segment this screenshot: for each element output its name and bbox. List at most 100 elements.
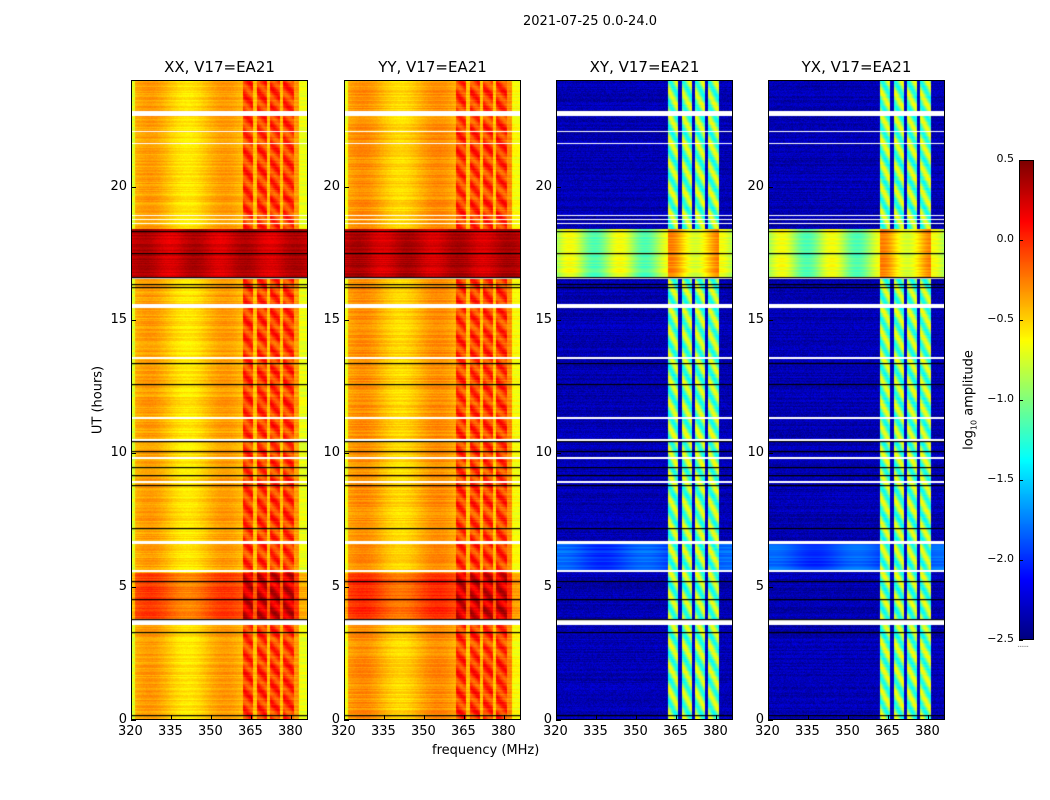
y-tick-label: 20 (323, 178, 340, 194)
x-tick-label: 365 (450, 724, 476, 739)
x-tick-label: 335 (794, 724, 820, 739)
heatmap-xx (131, 80, 308, 720)
y-tick (556, 320, 561, 321)
y-tick (344, 186, 349, 188)
y-tick (556, 186, 561, 188)
x-tick (635, 715, 637, 720)
x-tick (887, 715, 889, 720)
panel-xx: XX, V17=EA21 320 335 350 365 380 0 5 10 15 20 (110, 58, 308, 739)
colorbar-label-sub: 10 (969, 419, 979, 431)
panel-yx: YX, V17=EA21 320 335 350 365 380 0 5 10 15 20 (747, 58, 945, 739)
figure-title: 2021-07-25 0.0-24.0 (523, 14, 657, 29)
x-tick (927, 715, 929, 720)
y-tick (131, 453, 136, 455)
y-tick-label: 15 (747, 312, 764, 327)
x-tick-label: 320 (331, 724, 356, 739)
colorbar-label-prefix: log (961, 430, 977, 450)
colorbar-tick (1019, 400, 1023, 401)
y-tick-label: 10 (323, 445, 340, 461)
x-tick-label: 350 (410, 724, 436, 739)
colorbar-tick-label: −0.5 (987, 312, 1014, 325)
x-tick (715, 715, 717, 720)
y-axis-label: UT (hours) (90, 365, 106, 435)
heatmap-yy (344, 80, 521, 720)
x-tick (847, 715, 849, 720)
y-tick-label: 10 (110, 445, 127, 461)
x-tick (556, 715, 557, 720)
x-tick (383, 715, 385, 720)
y-tick (556, 720, 561, 721)
heatmap-yx (768, 80, 945, 720)
colorbar-label: log10 amplitude (962, 350, 979, 450)
y-tick-label: 20 (535, 178, 552, 194)
x-tick-label: 350 (834, 724, 860, 739)
y-tick-label: 0 (755, 712, 764, 727)
x-tick-label: 380 (914, 724, 940, 739)
y-tick-label: 5 (755, 578, 764, 594)
x-tick (768, 715, 769, 720)
x-tick-label: 365 (662, 724, 688, 739)
colorbar-tick (1019, 480, 1023, 481)
x-tick (675, 715, 677, 720)
y-tick-label: 5 (543, 578, 552, 594)
colorbar-tick (1019, 320, 1023, 321)
y-tick (768, 453, 773, 455)
y-tick-label: 10 (535, 445, 552, 461)
y-tick (768, 586, 773, 588)
x-tick (807, 715, 809, 720)
y-tick-label: 15 (110, 312, 127, 327)
y-tick-label: 15 (535, 312, 552, 327)
y-tick (556, 586, 561, 588)
y-tick (344, 320, 349, 321)
y-tick (556, 453, 561, 455)
colorbar-tick-label: −2.0 (987, 552, 1014, 565)
y-tick (768, 720, 773, 721)
x-tick (170, 715, 172, 720)
panel-title: XY, V17=EA21 (589, 58, 700, 76)
x-tick-label: 380 (490, 724, 516, 739)
y-tick-label: 5 (118, 578, 127, 594)
colorbar-tick-label: 0.0 (996, 232, 1015, 245)
x-tick-label: 320 (543, 724, 568, 739)
y-tick-label: 20 (747, 178, 764, 194)
x-tick (344, 715, 345, 720)
y-tick-label: 0 (331, 712, 340, 727)
y-tick (344, 586, 349, 588)
x-tick (250, 715, 252, 720)
colorbar-tick (1019, 160, 1023, 161)
colorbar-gradient (1020, 161, 1033, 639)
y-tick (131, 186, 136, 188)
colorbar-tick (1019, 640, 1023, 641)
x-tick (423, 715, 425, 720)
colorbar-tick-label: −2.5 (987, 632, 1014, 645)
y-tick-label: 10 (747, 445, 764, 461)
colorbar-footer: ...... (1017, 640, 1029, 650)
colorbar-tick (1019, 560, 1023, 561)
y-tick (344, 720, 349, 721)
y-tick (344, 453, 349, 455)
colorbar-tick-label: −1.5 (987, 472, 1014, 485)
y-tick (768, 320, 773, 321)
y-tick (131, 586, 136, 588)
y-tick-label: 20 (110, 178, 127, 194)
colorbar-tick-label: 0.5 (996, 152, 1015, 165)
heatmap-xy (556, 80, 733, 720)
y-tick (131, 320, 136, 321)
x-tick-label: 350 (622, 724, 648, 739)
x-tick-label: 320 (118, 724, 143, 739)
x-tick (210, 715, 212, 720)
y-tick-label: 15 (323, 312, 340, 327)
x-tick-label: 335 (157, 724, 183, 739)
y-tick-label: 0 (543, 712, 552, 727)
x-tick-label: 365 (874, 724, 900, 739)
x-tick-label: 350 (197, 724, 223, 739)
y-tick (768, 186, 773, 188)
y-tick-label: 0 (118, 712, 127, 727)
x-axis-label: frequency (MHz) (432, 743, 540, 758)
x-tick-label: 335 (582, 724, 608, 739)
panel-xy: XY, V17=EA21 320 335 350 365 380 0 5 10 15 20 (535, 58, 733, 739)
panel-title: YX, V17=EA21 (801, 58, 912, 76)
x-tick-label: 365 (237, 724, 263, 739)
colorbar-tick (1019, 240, 1023, 241)
x-tick-label: 380 (702, 724, 728, 739)
